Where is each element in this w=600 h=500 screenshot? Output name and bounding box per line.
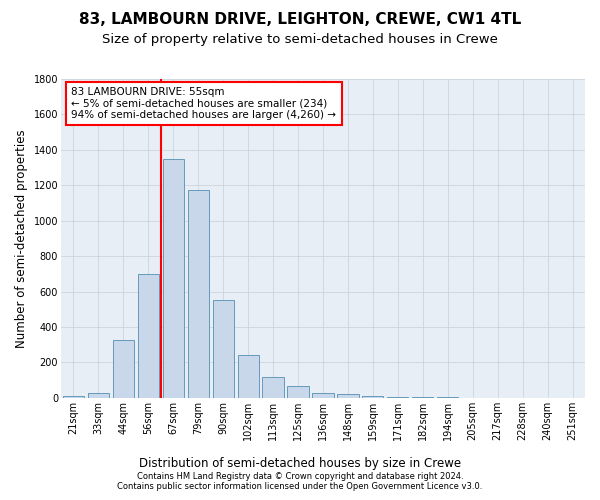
Bar — [113, 340, 134, 398]
Y-axis label: Number of semi-detached properties: Number of semi-detached properties — [15, 129, 28, 348]
Text: 83 LAMBOURN DRIVE: 55sqm
← 5% of semi-detached houses are smaller (234)
94% of s: 83 LAMBOURN DRIVE: 55sqm ← 5% of semi-de… — [71, 87, 337, 120]
Bar — [163, 158, 184, 398]
Bar — [287, 386, 308, 398]
Text: Distribution of semi-detached houses by size in Crewe: Distribution of semi-detached houses by … — [139, 458, 461, 470]
Bar — [313, 392, 334, 398]
Bar — [387, 397, 409, 398]
Bar — [212, 300, 234, 398]
Bar — [188, 190, 209, 398]
Text: Size of property relative to semi-detached houses in Crewe: Size of property relative to semi-detach… — [102, 32, 498, 46]
Bar — [88, 392, 109, 398]
Bar — [238, 356, 259, 398]
Bar — [63, 396, 84, 398]
Text: Contains public sector information licensed under the Open Government Licence v3: Contains public sector information licen… — [118, 482, 482, 491]
Bar — [262, 376, 284, 398]
Text: Contains HM Land Registry data © Crown copyright and database right 2024.: Contains HM Land Registry data © Crown c… — [137, 472, 463, 481]
Bar — [362, 396, 383, 398]
Bar — [137, 274, 159, 398]
Text: 83, LAMBOURN DRIVE, LEIGHTON, CREWE, CW1 4TL: 83, LAMBOURN DRIVE, LEIGHTON, CREWE, CW1… — [79, 12, 521, 28]
Bar — [337, 394, 359, 398]
